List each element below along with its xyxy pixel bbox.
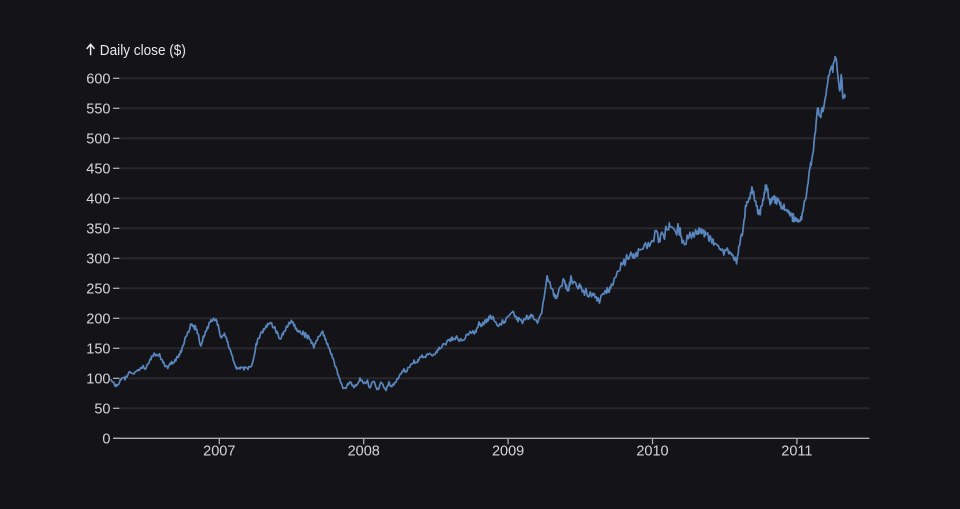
svg-text:50: 50	[94, 402, 110, 418]
svg-text:200: 200	[86, 312, 110, 328]
svg-text:2011: 2011	[781, 443, 812, 459]
svg-text:100: 100	[86, 372, 110, 388]
svg-text:0: 0	[102, 432, 110, 448]
svg-text:2010: 2010	[636, 443, 668, 459]
svg-text:600: 600	[86, 72, 110, 88]
svg-text:550: 550	[86, 102, 110, 118]
svg-text:2007: 2007	[203, 443, 235, 459]
svg-text:350: 350	[86, 222, 110, 238]
svg-text:2009: 2009	[492, 443, 524, 459]
svg-text:400: 400	[86, 192, 110, 208]
svg-text:2008: 2008	[348, 443, 380, 459]
svg-text:150: 150	[86, 342, 110, 358]
svg-text:450: 450	[86, 162, 110, 178]
svg-text:300: 300	[86, 252, 110, 268]
svg-text:500: 500	[86, 132, 110, 148]
svg-text:250: 250	[86, 282, 110, 298]
svg-text:Daily close ($): Daily close ($)	[100, 43, 186, 59]
